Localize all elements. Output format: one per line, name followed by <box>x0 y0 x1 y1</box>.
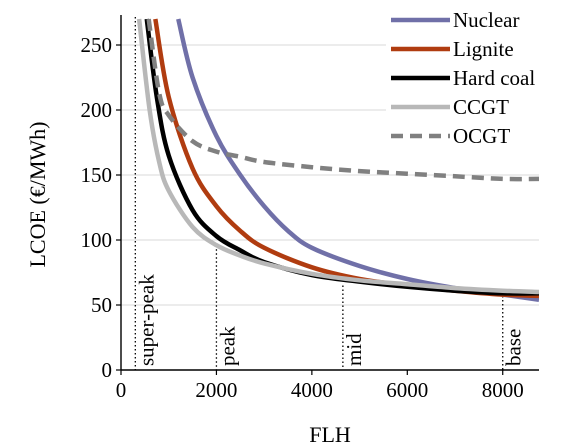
x-tick-label: 4000 <box>291 378 333 402</box>
y-tick-label: 50 <box>91 293 112 317</box>
series-lines <box>136 18 539 303</box>
y-axis-title: LCOE (€/MWh) <box>25 121 50 267</box>
legend-label: Hard coal <box>453 66 535 90</box>
x-axis-title: FLH <box>309 422 351 447</box>
legend-label: OCGT <box>453 124 510 148</box>
region-label-super-peak: super-peak <box>134 274 158 366</box>
region-label-peak: peak <box>215 326 239 366</box>
y-tick-label: 100 <box>81 228 113 252</box>
series-line-ccgt <box>136 18 539 295</box>
x-tick-label: 6000 <box>386 378 428 402</box>
y-tick-label: 250 <box>81 33 113 57</box>
legend: Nuclear Lignite Hard coal CCGT OCGT <box>386 2 572 158</box>
y-tick-label: 150 <box>81 163 113 187</box>
x-tick-label: 2000 <box>195 378 237 402</box>
x-tick-label: 8000 <box>482 378 524 402</box>
legend-label: Lignite <box>453 37 514 61</box>
axes: 0 50 100 150 200 250 0 2000 4000 6000 8000 <box>81 15 539 402</box>
region-label-base: base <box>502 329 526 366</box>
x-tick-label: 0 <box>116 378 127 402</box>
series-line-ocgt <box>146 18 539 182</box>
region-markers: super-peak peak mid base <box>134 17 526 370</box>
legend-label: CCGT <box>453 95 509 119</box>
legend-label: Nuclear <box>453 8 519 32</box>
y-tick-label: 0 <box>102 358 113 382</box>
y-tick-label: 200 <box>81 98 113 122</box>
region-label-mid: mid <box>342 333 366 366</box>
